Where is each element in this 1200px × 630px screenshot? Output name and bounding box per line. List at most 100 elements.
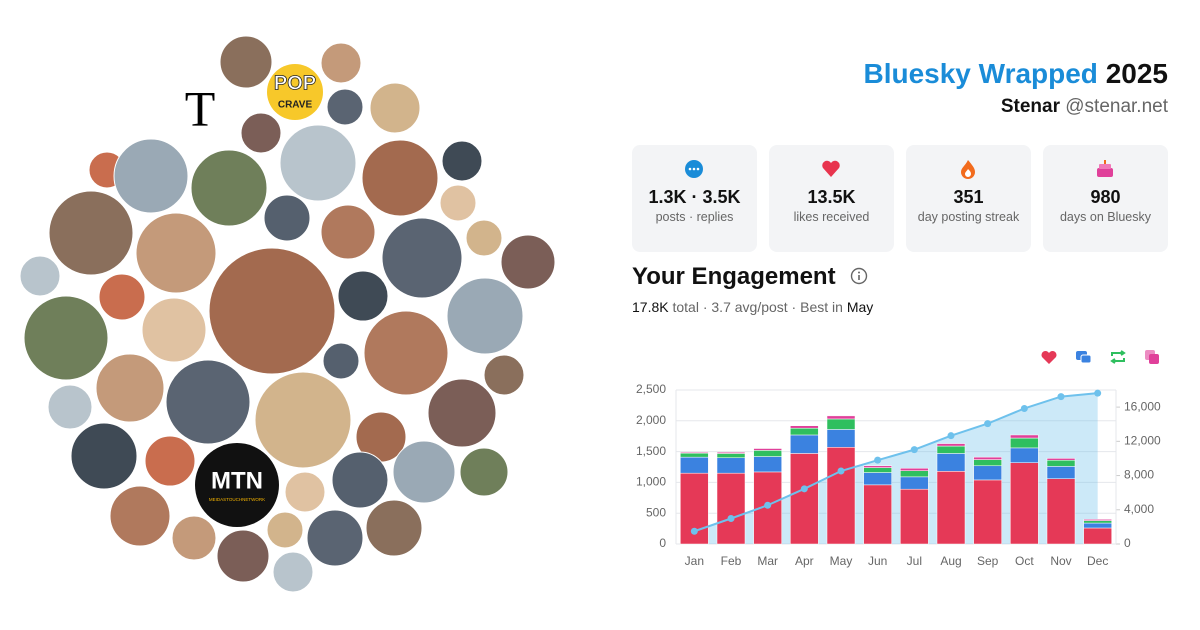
avatar — [266, 511, 304, 549]
bar-segment — [1083, 519, 1112, 521]
line — [694, 392, 1098, 533]
avatar — [263, 194, 311, 242]
x-tick-label: Jan — [685, 554, 704, 568]
section-subtitle: 17.8K total · 3.7 avg/post · Best in May — [632, 299, 873, 315]
bar-segment — [936, 445, 966, 454]
avatar — [219, 35, 273, 89]
avatar — [195, 443, 279, 527]
bar-segment — [716, 457, 746, 474]
avatar — [70, 422, 138, 490]
stat-card: 980 days on Bluesky — [1043, 145, 1168, 252]
bar-segment — [973, 456, 1002, 460]
avatar — [19, 255, 61, 297]
user-name: Stenar — [1000, 96, 1060, 117]
avatar — [465, 219, 503, 257]
avatar — [381, 217, 463, 299]
stat-value: 351 — [953, 187, 984, 207]
avatar — [369, 82, 421, 134]
stat-label: likes received — [793, 210, 870, 224]
legend-icon — [1145, 350, 1159, 364]
bar-segment — [753, 450, 782, 457]
avatar — [446, 277, 524, 355]
avatar — [361, 139, 439, 217]
bar-segment — [753, 448, 782, 451]
avatar — [48, 190, 134, 276]
avatar-cloud: T POP CRAVE MTN MEIDASTOUCHNETWORK — [19, 35, 556, 593]
legend-shape — [1110, 350, 1126, 364]
bar-segment — [973, 459, 1002, 467]
bar-segment — [936, 453, 966, 472]
avatar — [47, 384, 93, 430]
bar-segment — [790, 434, 819, 454]
avatar — [279, 124, 357, 202]
bar-segment — [900, 470, 929, 478]
bar-segment — [973, 479, 1002, 545]
avatar — [172, 84, 228, 140]
section-title-text: Your Engagement — [632, 263, 836, 290]
avatar — [141, 297, 207, 363]
avatar — [337, 270, 389, 322]
bar-segment — [1010, 434, 1039, 439]
y2-tick-label: 4,000 — [1124, 502, 1154, 516]
avatar — [240, 112, 282, 154]
avatar — [144, 435, 196, 487]
x-tick-label: Aug — [940, 554, 961, 568]
avatar — [98, 273, 146, 321]
total-label: total · — [672, 299, 708, 315]
bar-segment — [1010, 462, 1039, 545]
x-tick-label: Jul — [907, 554, 922, 568]
legend-shape — [1041, 350, 1057, 364]
line-point — [874, 456, 882, 464]
line-point — [690, 527, 698, 535]
avatar — [483, 354, 525, 396]
avatar — [23, 295, 109, 381]
bar-segment — [790, 453, 819, 545]
avatar — [365, 499, 423, 557]
legend-icon — [1110, 350, 1126, 364]
line-point — [837, 467, 845, 475]
y2-tick-label: 8,000 — [1124, 468, 1154, 482]
title-brand: Bluesky Wrapped — [863, 58, 1098, 89]
y2-tick-label: 16,000 — [1124, 399, 1161, 413]
avatar — [135, 212, 217, 294]
x-tick-label: Dec — [1087, 554, 1108, 568]
bar-segment — [680, 452, 709, 458]
bar-segment — [716, 451, 746, 454]
bar-segment — [1046, 478, 1076, 545]
bar-segment — [826, 447, 856, 545]
x-tick-label: Nov — [1050, 554, 1071, 568]
avatar — [190, 149, 268, 227]
stat-card: 13.5K likes received — [769, 145, 894, 252]
avatar — [331, 451, 389, 509]
avatar — [284, 471, 326, 513]
avatar — [439, 184, 477, 222]
info-icon[interactable] — [850, 267, 868, 285]
legend-shape — [1080, 354, 1092, 364]
y2-tick-label: 12,000 — [1124, 434, 1161, 448]
bar-segment — [826, 418, 856, 430]
bar-segment — [863, 465, 892, 468]
avatar — [326, 88, 364, 126]
bar-segment — [863, 467, 892, 473]
section-title: Your Engagement — [632, 263, 868, 291]
x-tick-label: Oct — [1015, 554, 1034, 568]
avatar — [363, 310, 449, 396]
y-tick-label: 2,000 — [636, 413, 666, 427]
best-month: May — [846, 299, 874, 315]
line-point — [984, 420, 992, 428]
bar-segment — [790, 425, 819, 429]
avatar — [171, 515, 217, 561]
bar-segment — [1010, 437, 1039, 449]
bar-segment — [716, 453, 746, 459]
avatar — [208, 247, 336, 375]
bar-segment — [973, 465, 1002, 481]
avatar — [254, 371, 352, 469]
bar-segment — [1046, 459, 1076, 467]
avatar — [109, 485, 171, 547]
x-tick-label: Jun — [868, 554, 887, 568]
legend-icon — [1041, 350, 1057, 364]
icon — [822, 160, 840, 177]
bar-segment — [680, 456, 709, 474]
legend-icon — [1076, 351, 1092, 364]
